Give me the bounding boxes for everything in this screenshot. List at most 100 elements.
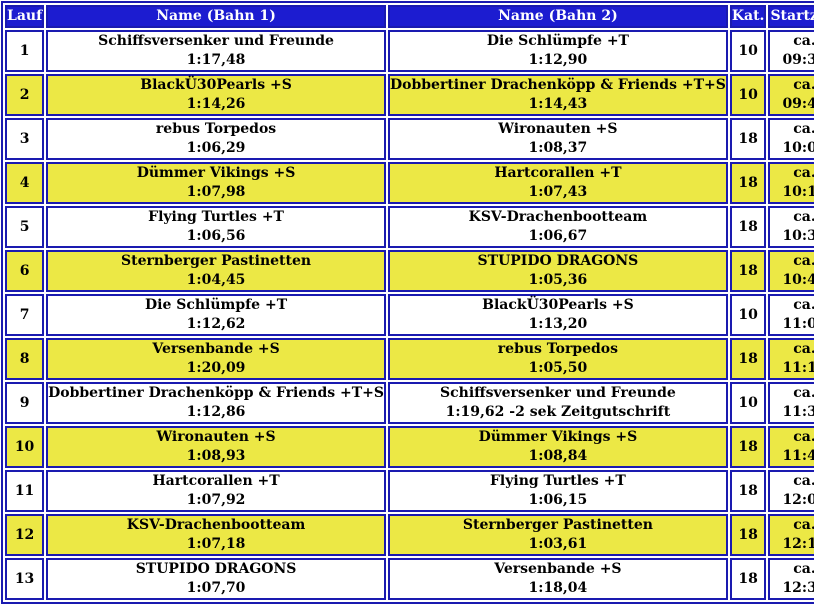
bahn2-team-name: Dobbertiner Drachenköpp & Friends +T+S (389, 77, 726, 93)
bahn2-team-name: Dümmer Vikings +S (478, 429, 638, 445)
bahn2-time: 1:03,61 (528, 536, 588, 552)
bahn2-cell: STUPIDO DRAGONS 1:05,36 (387, 250, 728, 292)
start-prefix: ca. (793, 209, 814, 225)
start-time: 11:00 (782, 316, 814, 332)
header-startzeit: Startzeit (768, 5, 814, 28)
lauf-cell: 4 (5, 162, 45, 204)
start-prefix: ca. (793, 561, 814, 577)
table-row: 10 Wironauten +S 1:08,93 Dümmer Vikings … (5, 426, 814, 468)
bahn1-time: 1:08,93 (186, 448, 246, 464)
lauf-cell: 6 (5, 250, 45, 292)
start-prefix: ca. (793, 341, 814, 357)
lauf-number: 1 (19, 42, 30, 59)
start-time: 12:00 (782, 492, 814, 508)
kat-value: 18 (738, 130, 758, 147)
lauf-number: 10 (14, 438, 35, 455)
table-row: 4 Dümmer Vikings +S 1:07,98 Hartcorallen… (5, 162, 814, 204)
bahn2-team-name: Die Schlümpfe +T (486, 33, 629, 49)
kat-cell: 10 (729, 294, 767, 336)
bahn1-team-name: rebus Torpedos (155, 121, 277, 137)
bahn1-team-name: Dümmer Vikings +S (136, 165, 296, 181)
bahn2-time: 1:08,37 (528, 140, 588, 156)
lauf-cell: 10 (5, 426, 45, 468)
kat-value: 10 (738, 86, 758, 103)
start-time: 12:15 (782, 536, 814, 552)
kat-cell: 18 (729, 470, 767, 512)
start-time: 10:00 (782, 140, 814, 156)
start-time: 10:45 (782, 272, 814, 288)
bahn2-cell: rebus Torpedos 1:05,50 (387, 338, 728, 380)
header-kat: Kat. (729, 5, 767, 28)
start-prefix: ca. (793, 517, 814, 533)
kat-value: 18 (738, 262, 758, 279)
table-row: 1 Schiffsversenker und Freunde 1:17,48 D… (5, 30, 814, 72)
bahn1-time: 1:12,62 (186, 316, 246, 332)
start-time: 11:45 (782, 448, 814, 464)
start-prefix: ca. (793, 473, 814, 489)
bahn1-team-name: Flying Turtles +T (148, 209, 284, 225)
lauf-number: 9 (19, 394, 30, 411)
bahn2-cell: Schiffsversenker und Freunde 1:19,62 -2 … (387, 382, 728, 424)
bahn1-time: 1:06,29 (186, 140, 246, 156)
start-prefix: ca. (793, 297, 814, 313)
bahn2-time: 1:13,20 (528, 316, 588, 332)
bahn2-cell: Sternberger Pastinetten 1:03,61 (387, 514, 728, 556)
bahn2-cell: Dümmer Vikings +S 1:08,84 (387, 426, 728, 468)
bahn1-cell: Wironauten +S 1:08,93 (46, 426, 386, 468)
kat-value: 10 (738, 394, 758, 411)
bahn2-time: 1:18,04 (528, 580, 588, 596)
startzeit-cell: ca. 10:30 (768, 206, 814, 248)
bahn2-cell: KSV-Drachenbootteam 1:06,67 (387, 206, 728, 248)
kat-cell: 18 (729, 206, 767, 248)
startzeit-cell: ca. 12:15 (768, 514, 814, 556)
startzeit-cell: ca. 10:15 (768, 162, 814, 204)
lauf-cell: 13 (5, 558, 45, 600)
bahn1-team-name: Versenbande +S (152, 341, 280, 357)
bahn2-time: 1:19,62 -2 sek Zeitgutschrift (445, 404, 671, 420)
start-time: 10:15 (782, 184, 814, 200)
lauf-cell: 8 (5, 338, 45, 380)
bahn1-cell: KSV-Drachenbootteam 1:07,18 (46, 514, 386, 556)
lauf-number: 6 (19, 262, 30, 279)
table-row: 13 STUPIDO DRAGONS 1:07,70 Versenbande +… (5, 558, 814, 600)
bahn2-team-name: Flying Turtles +T (489, 473, 626, 489)
bahn2-team-name: Hartcorallen +T (494, 165, 622, 181)
bahn2-cell: Die Schlümpfe +T 1:12,90 (387, 30, 728, 72)
bahn1-team-name: Die Schlümpfe +T (145, 297, 288, 313)
bahn2-team-name: Wironauten +S (498, 121, 618, 137)
bahn2-time: 1:05,36 (528, 272, 588, 288)
kat-value: 18 (738, 438, 758, 455)
bahn1-time: 1:12,86 (186, 404, 246, 420)
kat-cell: 18 (729, 250, 767, 292)
startzeit-cell: ca. 10:00 (768, 118, 814, 160)
start-prefix: ca. (793, 253, 814, 269)
bahn1-time: 1:07,98 (186, 184, 246, 200)
lauf-number: 12 (14, 526, 35, 543)
startzeit-cell: ca. 11:15 (768, 338, 814, 380)
table-row: 3 rebus Torpedos 1:06,29 Wironauten +S 1… (5, 118, 814, 160)
bahn1-cell: rebus Torpedos 1:06,29 (46, 118, 386, 160)
table-row: 2 BlackÜ30Pearls +S 1:14,26 Dobbertiner … (5, 74, 814, 116)
bahn1-cell: Hartcorallen +T 1:07,92 (46, 470, 386, 512)
bahn2-cell: Wironauten +S 1:08,37 (387, 118, 728, 160)
start-prefix: ca. (793, 429, 814, 445)
table-body: 1 Schiffsversenker und Freunde 1:17,48 D… (5, 30, 814, 600)
bahn2-cell: Flying Turtles +T 1:06,15 (387, 470, 728, 512)
startzeit-cell: ca. 09:30 (768, 30, 814, 72)
kat-cell: 18 (729, 558, 767, 600)
startzeit-cell: ca. 09:45 (768, 74, 814, 116)
start-prefix: ca. (793, 33, 814, 49)
bahn1-time: 1:20,09 (186, 360, 246, 376)
kat-value: 10 (738, 306, 758, 323)
bahn1-team-name: Sternberger Pastinetten (121, 253, 312, 269)
bahn1-time: 1:14,26 (186, 96, 246, 112)
lauf-cell: 1 (5, 30, 45, 72)
bahn2-team-name: STUPIDO DRAGONS (477, 253, 639, 269)
bahn1-cell: Sternberger Pastinetten 1:04,45 (46, 250, 386, 292)
startzeit-cell: ca. 10:45 (768, 250, 814, 292)
kat-cell: 10 (729, 74, 767, 116)
kat-value: 18 (738, 526, 758, 543)
startzeit-cell: ca. 12:00 (768, 470, 814, 512)
start-time: 11:15 (782, 360, 814, 376)
kat-cell: 10 (729, 30, 767, 72)
